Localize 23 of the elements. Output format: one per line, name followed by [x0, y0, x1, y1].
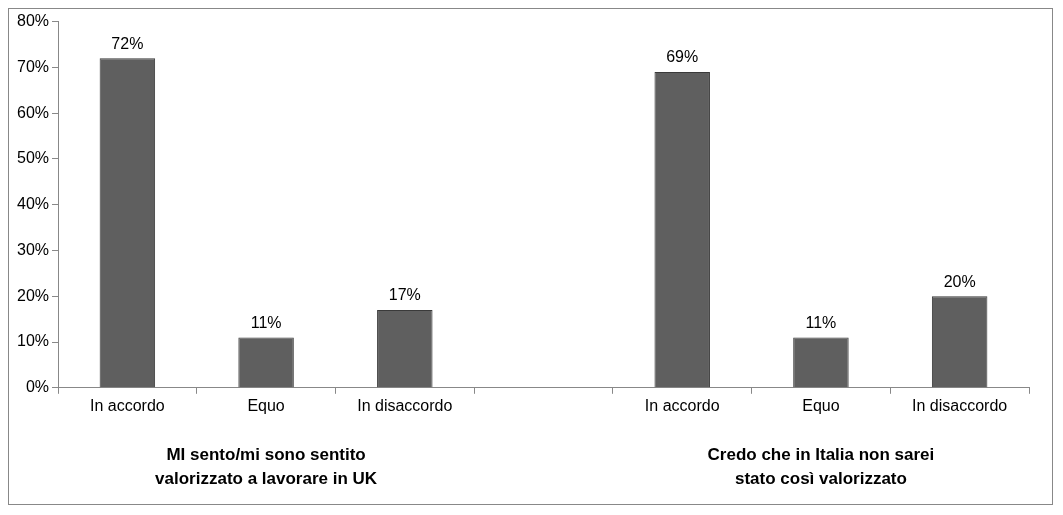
- data-label: 20%: [943, 272, 976, 290]
- data-label: 11%: [250, 313, 282, 331]
- x-tick-label: Equo: [247, 396, 285, 414]
- data-label: 17%: [388, 286, 421, 304]
- x-tick-label: In accordo: [90, 396, 165, 414]
- text: Credo che in Italia non sarei stato così valorizzato: [707, 445, 935, 489]
- y-tick-label: 10%: [16, 332, 50, 350]
- x-tick-label: In disaccordo: [912, 396, 1008, 414]
- data-label: 11%: [805, 313, 837, 331]
- y-tick-label: 50%: [16, 149, 50, 167]
- y-tick-label: 20%: [16, 286, 50, 304]
- y-tick-label: 40%: [16, 195, 50, 213]
- y-tick-label: 80%: [16, 12, 50, 30]
- data-label: 69%: [666, 48, 699, 66]
- text: MI sento/mi sono sentito valorizzato a lavorare in UK: [155, 445, 378, 489]
- data-label: 72%: [111, 34, 144, 52]
- x-tick-label: Equo: [802, 396, 840, 414]
- y-tick-label: 70%: [16, 57, 50, 75]
- y-tick-label: 0%: [25, 378, 50, 396]
- x-tick-label: In disaccordo: [357, 396, 453, 414]
- y-tick-label: 60%: [16, 103, 50, 121]
- x-tick-label: In accordo: [644, 396, 720, 414]
- y-tick-label: 30%: [16, 240, 50, 258]
